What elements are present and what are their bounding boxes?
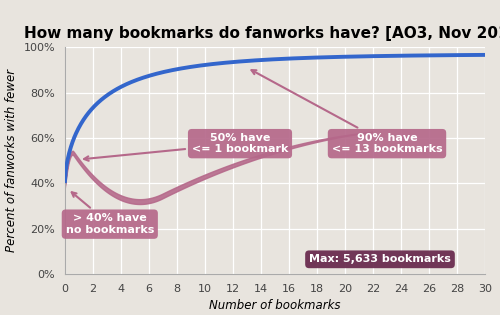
- Title: How many bookmarks do fanworks have? [AO3, Nov 2014]: How many bookmarks do fanworks have? [AO…: [24, 26, 500, 41]
- Text: Max: 5,633 bookmarks: Max: 5,633 bookmarks: [309, 254, 451, 264]
- Polygon shape: [65, 132, 373, 204]
- Text: 90% have
<= 13 bookmarks: 90% have <= 13 bookmarks: [252, 70, 442, 154]
- Text: 50% have
<= 1 bookmark: 50% have <= 1 bookmark: [84, 133, 288, 161]
- Text: > 40% have
no bookmarks: > 40% have no bookmarks: [66, 192, 154, 235]
- X-axis label: Number of bookmarks: Number of bookmarks: [209, 299, 341, 312]
- Y-axis label: Percent of fanworks with fewer: Percent of fanworks with fewer: [5, 69, 18, 252]
